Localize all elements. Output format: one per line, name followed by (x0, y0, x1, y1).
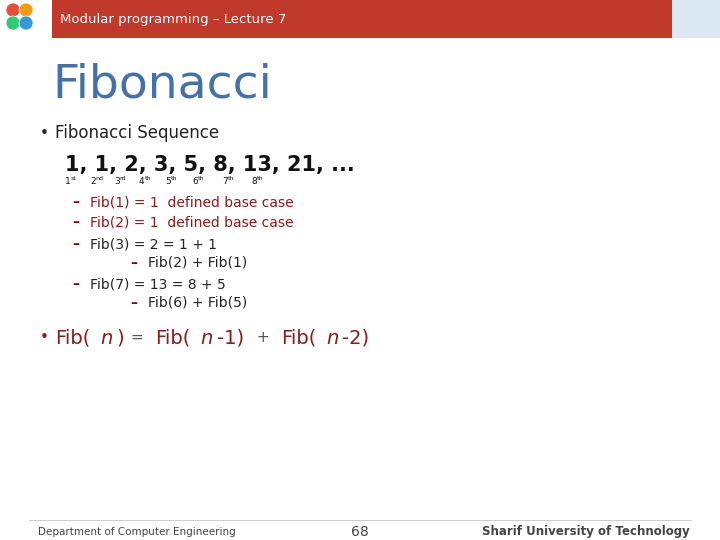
Text: 1, 1, 2, 3, 5, 8, 13, 21, ...: 1, 1, 2, 3, 5, 8, 13, 21, ... (65, 155, 355, 175)
Text: –: – (72, 277, 79, 291)
Text: Fib(3) = 2 = 1 + 1: Fib(3) = 2 = 1 + 1 (90, 237, 217, 251)
Circle shape (19, 3, 33, 17)
Text: –: – (72, 195, 79, 209)
Text: 7: 7 (222, 177, 228, 186)
Text: –: – (130, 256, 137, 270)
Circle shape (19, 16, 33, 30)
Text: Fib(2) + Fib(1): Fib(2) + Fib(1) (148, 256, 247, 270)
Bar (0, 0, 720, 38)
Text: –: – (72, 237, 79, 251)
Text: Fib(: Fib( (156, 328, 191, 348)
Text: rd: rd (120, 177, 126, 181)
Bar (0, 0, 52, 38)
Text: Fibonacci: Fibonacci (52, 63, 271, 107)
Circle shape (6, 16, 20, 30)
Text: th: th (197, 177, 204, 181)
Text: -1): -1) (217, 328, 244, 348)
Text: 1: 1 (65, 177, 71, 186)
Text: 3: 3 (114, 177, 120, 186)
Text: Fib(2) = 1  defined base case: Fib(2) = 1 defined base case (90, 215, 294, 229)
Text: Fib(7) = 13 = 8 + 5: Fib(7) = 13 = 8 + 5 (90, 277, 226, 291)
Text: n: n (326, 328, 338, 348)
Text: -2): -2) (342, 328, 369, 348)
Text: =: = (126, 330, 149, 346)
Bar (672, 0, 720, 38)
Text: n: n (101, 328, 113, 348)
Text: •: • (40, 330, 49, 346)
Text: Department of Computer Engineering: Department of Computer Engineering (38, 527, 235, 537)
Text: th: th (228, 177, 234, 181)
Text: Modular programming – Lecture 7: Modular programming – Lecture 7 (60, 12, 287, 25)
Text: st: st (71, 177, 76, 181)
Text: 6: 6 (192, 177, 198, 186)
Circle shape (6, 3, 20, 17)
Text: th: th (145, 177, 151, 181)
Text: Sharif University of Technology: Sharif University of Technology (482, 525, 690, 538)
Text: Fib(1) = 1  defined base case: Fib(1) = 1 defined base case (90, 195, 294, 209)
Text: th: th (171, 177, 177, 181)
Text: Fib(6) + Fib(5): Fib(6) + Fib(5) (148, 296, 247, 310)
Text: nd: nd (96, 177, 104, 181)
Text: Fib(: Fib( (281, 328, 316, 348)
Text: •: • (40, 125, 49, 140)
Text: Fib(: Fib( (55, 328, 90, 348)
Text: +: + (252, 330, 274, 346)
Text: th: th (256, 177, 263, 181)
Text: 4: 4 (139, 177, 145, 186)
Text: –: – (130, 296, 137, 310)
Text: 5: 5 (165, 177, 171, 186)
Text: ): ) (117, 328, 124, 348)
Text: 2: 2 (90, 177, 96, 186)
Text: Fibonacci Sequence: Fibonacci Sequence (55, 124, 219, 142)
Text: 68: 68 (351, 525, 369, 539)
Text: –: – (72, 215, 79, 229)
Text: n: n (201, 328, 213, 348)
Text: 8: 8 (251, 177, 257, 186)
